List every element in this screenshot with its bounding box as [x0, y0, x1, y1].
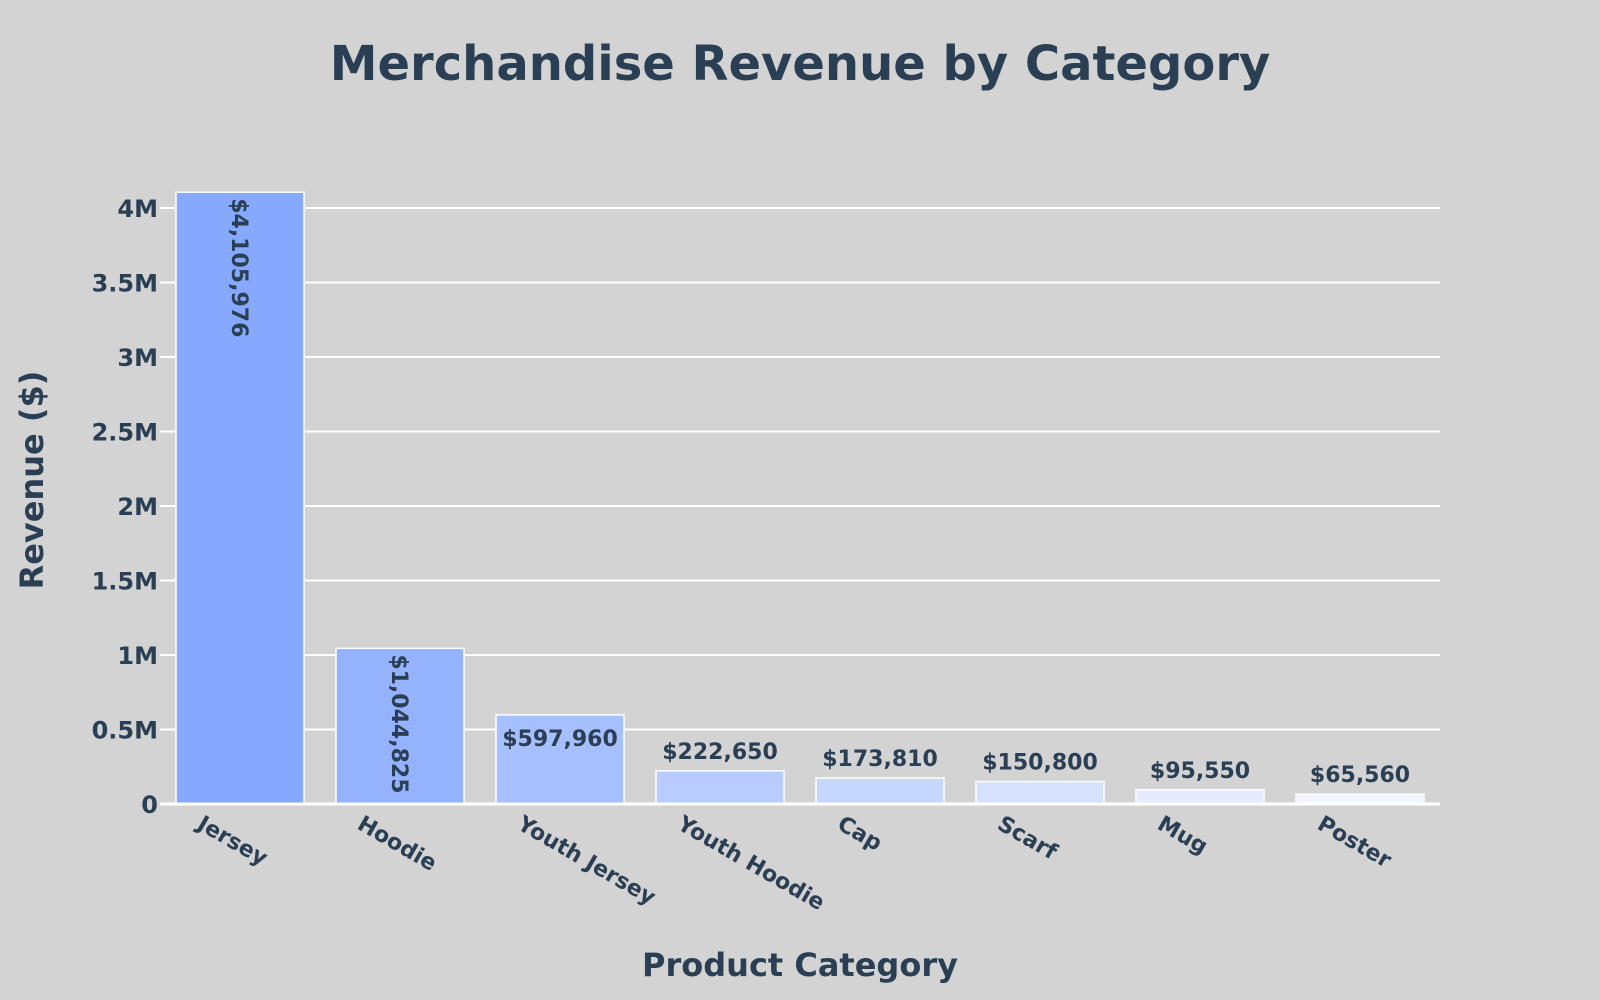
y-tick-label: 3.5M — [92, 270, 158, 298]
bars — [175, 191, 1425, 805]
bar-data-label: $173,810 — [822, 747, 938, 772]
bar-data-label: $150,800 — [982, 751, 1098, 776]
bar-scarf — [975, 780, 1105, 805]
bar-data-label: $1,044,825 — [386, 654, 411, 793]
chart-title: Merchandise Revenue by Category — [330, 36, 1271, 92]
bar-jersey — [175, 191, 305, 805]
x-axis-title: Product Category — [642, 946, 958, 984]
y-tick-label: 4M — [117, 195, 158, 223]
y-tick-label: 2.5M — [92, 419, 158, 447]
y-tick-label: 0.5M — [92, 717, 158, 745]
y-axis-title: Revenue ($) — [13, 371, 51, 590]
y-tick-label: 1.5M — [92, 568, 158, 596]
y-tick-label: 0 — [141, 791, 158, 819]
bar-youth-jersey — [495, 714, 625, 805]
bar-data-label: $65,560 — [1310, 763, 1410, 788]
bar-cap — [815, 777, 945, 805]
y-tick-label: 1M — [117, 642, 158, 670]
bar-data-label: $222,650 — [662, 740, 778, 765]
bar-youth-hoodie — [655, 770, 785, 805]
bar-hoodie — [335, 647, 465, 805]
bar-mug — [1135, 789, 1265, 805]
bar-data-label: $95,550 — [1150, 759, 1250, 784]
y-tick-label: 2M — [117, 493, 158, 521]
y-tick-label: 3M — [117, 344, 158, 372]
bar-data-label: $597,960 — [502, 727, 618, 752]
bar-data-label: $4,105,976 — [226, 198, 251, 337]
data-labels: $4,105,976 $1,044,825 $597,960 $222,650 $173… — [226, 198, 1410, 793]
